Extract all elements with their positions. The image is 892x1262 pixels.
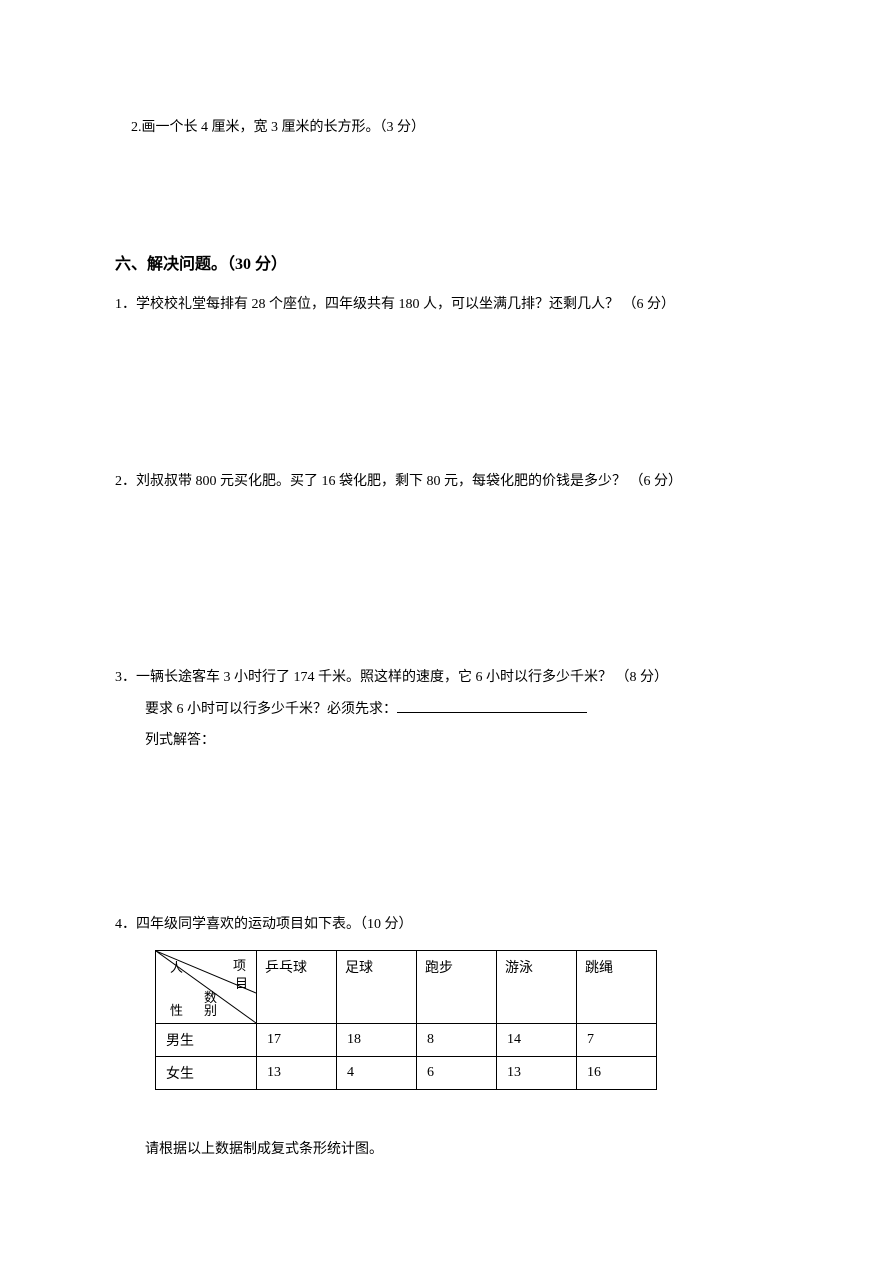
- sport-header: 乒乓球: [257, 951, 337, 1024]
- question-2-draw: 2.画一个长 4 厘米，宽 3 厘米的长方形。（3 分）: [131, 115, 777, 140]
- sports-table: 人 项 目 数 性 别 乒乓球 足球 跑步 游泳 跳绳 男生 17 18 8 1…: [155, 950, 657, 1090]
- problem-1: 1．学校校礼堂每排有 28 个座位，四年级共有 180 人，可以坐满几排？还剩几…: [115, 292, 777, 319]
- table-cell: 6: [417, 1057, 497, 1090]
- problem-3-line3: 列式解答：: [145, 726, 777, 757]
- table-cell: 14: [497, 1024, 577, 1057]
- table-cell: 7: [577, 1024, 657, 1057]
- diag-label-xiang: 项: [233, 955, 248, 974]
- row-label-male: 男生: [156, 1024, 257, 1057]
- problem-3-line2-text: 要求 6 小时可以行多少千米？必须先求：: [145, 702, 397, 717]
- table-cell: 17: [257, 1024, 337, 1057]
- table-cell: 8: [417, 1024, 497, 1057]
- sport-header: 足球: [337, 951, 417, 1024]
- problem-4: 4．四年级同学喜欢的运动项目如下表。（10 分）: [115, 912, 777, 939]
- section-6-title: 六、解决问题。（30 分）: [115, 250, 777, 274]
- sport-header: 跑步: [417, 951, 497, 1024]
- table-row: 女生 13 4 6 13 16: [156, 1057, 657, 1090]
- table-cell: 13: [257, 1057, 337, 1090]
- row-label-female: 女生: [156, 1057, 257, 1090]
- table-row: 男生 17 18 8 14 7: [156, 1024, 657, 1057]
- table-cell: 4: [337, 1057, 417, 1090]
- diag-label-mu: 目: [235, 973, 250, 992]
- diagonal-header-cell: 人 项 目 数 性 别: [156, 951, 257, 1024]
- sport-header: 跳绳: [577, 951, 657, 1024]
- sport-header: 游泳: [497, 951, 577, 1024]
- problem-3-block: 3．一辆长途客车 3 小时行了 174 千米。照这样的速度，它 6 小时以行多少…: [115, 665, 777, 756]
- table-cell: 16: [577, 1057, 657, 1090]
- table-cell: 18: [337, 1024, 417, 1057]
- diag-label-ren: 人: [170, 957, 185, 976]
- problem-3-line1: 3．一辆长途客车 3 小时行了 174 千米。照这样的速度，它 6 小时以行多少…: [115, 665, 777, 692]
- table-header-row: 人 项 目 数 性 别 乒乓球 足球 跑步 游泳 跳绳: [156, 951, 657, 1024]
- table-cell: 13: [497, 1057, 577, 1090]
- bottom-instruction: 请根据以上数据制成复式条形统计图。: [145, 1138, 777, 1158]
- problem-3-line2: 要求 6 小时可以行多少千米？必须先求：: [145, 695, 777, 726]
- diag-label-xing: 性: [170, 1000, 185, 1019]
- blank-line: [397, 699, 587, 713]
- problem-2: 2．刘叔叔带 800 元买化肥。买了 16 袋化肥，剩下 80 元，每袋化肥的价…: [115, 469, 777, 496]
- diag-label-bie: 别: [204, 1000, 219, 1019]
